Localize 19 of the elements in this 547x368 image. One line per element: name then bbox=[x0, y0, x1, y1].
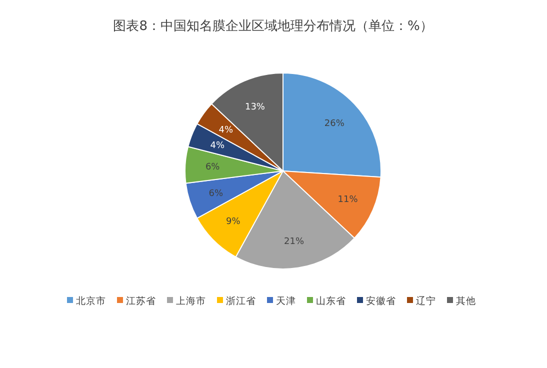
data-label: 11% bbox=[338, 195, 358, 206]
data-label: 26% bbox=[324, 118, 345, 129]
legend-label: 上海市 bbox=[176, 295, 206, 307]
legend-label: 天津 bbox=[276, 295, 296, 307]
chart-title: 图表8：中国知名膜企业区域地理分布情况（单位：%） bbox=[113, 19, 433, 34]
data-label: 21% bbox=[284, 236, 304, 247]
data-label: 13% bbox=[244, 102, 266, 112]
data-label: 6% bbox=[205, 162, 220, 173]
data-label: 4% bbox=[210, 141, 225, 152]
legend-label: 山东省 bbox=[316, 295, 346, 307]
legend-label: 安徽省 bbox=[366, 295, 396, 307]
data-label: 9% bbox=[226, 217, 241, 228]
data-label: 6% bbox=[208, 188, 224, 199]
legend-label: 北京市 bbox=[76, 295, 106, 307]
legend-label: 其他 bbox=[456, 295, 476, 307]
data-label: 4% bbox=[218, 126, 234, 136]
legend-label: 江苏省 bbox=[126, 295, 156, 307]
legend-label: 辽宁 bbox=[416, 295, 436, 307]
legend-label: 浙江省 bbox=[226, 295, 256, 307]
